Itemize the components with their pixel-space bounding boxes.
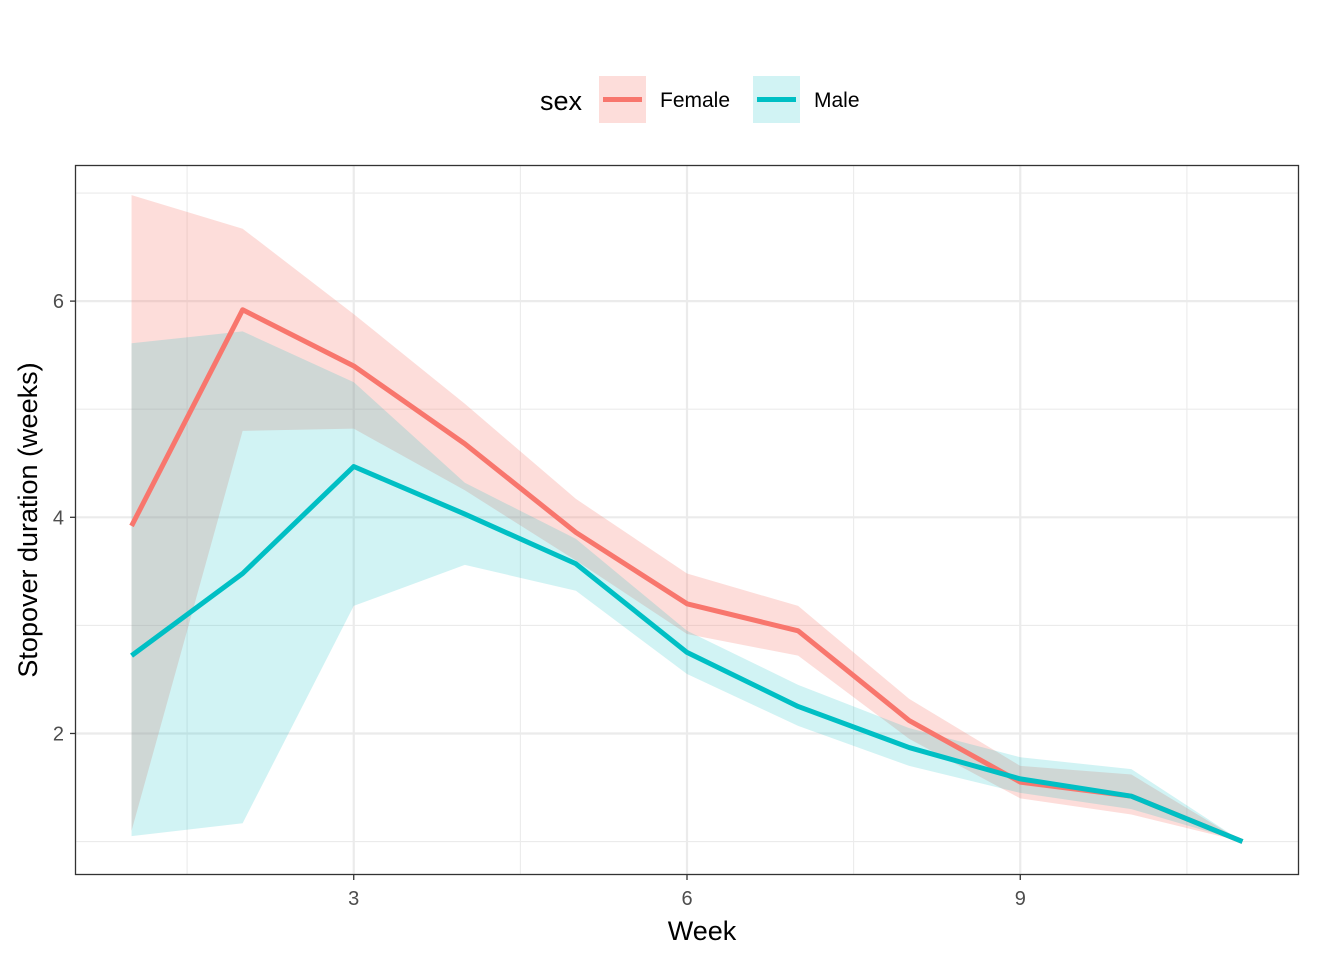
grid bbox=[76, 166, 1298, 874]
x-axis: 3 6 9 bbox=[348, 874, 1026, 910]
y-axis-title: Stopover duration (weeks) bbox=[13, 362, 43, 677]
x-tick-label: 9 bbox=[1015, 888, 1026, 910]
series-line-male bbox=[130, 463, 1244, 844]
plot-panel bbox=[74, 164, 1300, 876]
ribbon-male bbox=[131, 331, 1243, 842]
series-lines bbox=[129, 307, 1244, 844]
ribbons bbox=[131, 195, 1243, 842]
x-axis-title: Week bbox=[668, 916, 737, 946]
x-tick-label: 3 bbox=[348, 888, 359, 910]
x-tick-label: 6 bbox=[681, 888, 692, 910]
y-tick-label: 6 bbox=[53, 291, 64, 313]
legend-title: sex bbox=[540, 86, 583, 116]
y-axis: 2 4 6 bbox=[53, 291, 76, 745]
ribbon-female bbox=[131, 195, 1243, 842]
y-tick-label: 2 bbox=[53, 723, 64, 745]
legend: sex Female Male bbox=[540, 76, 860, 123]
legend-label-male: Male bbox=[814, 89, 860, 112]
y-tick-label: 4 bbox=[53, 507, 64, 529]
legend-label-female: Female bbox=[660, 89, 730, 112]
